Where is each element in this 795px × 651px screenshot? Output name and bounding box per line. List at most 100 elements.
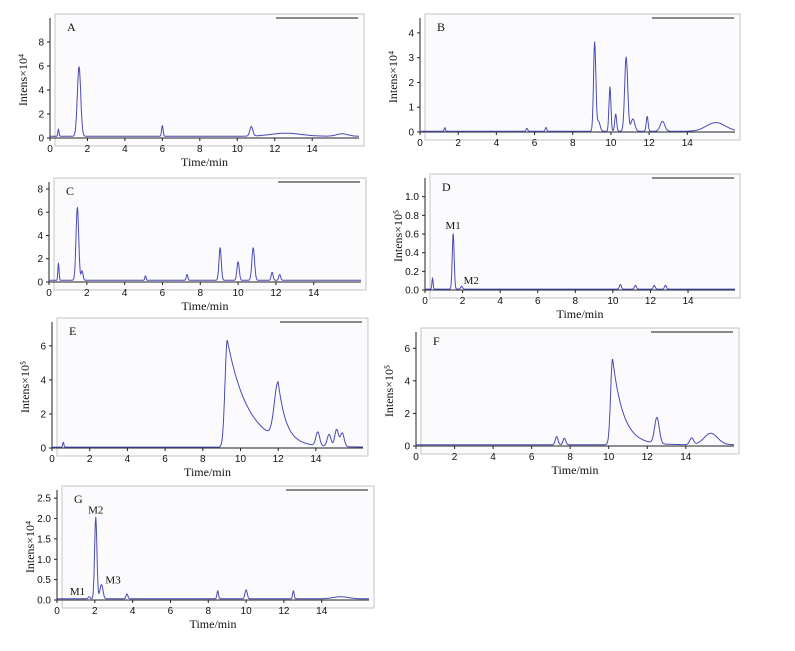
x-tick-label: 6 <box>162 454 168 465</box>
y-tick-label: 2 <box>38 110 44 121</box>
y-tick-label: 1 <box>408 103 414 114</box>
x-tick-label: 12 <box>645 296 657 307</box>
x-tick-label: 6 <box>535 296 541 307</box>
x-tick-label: 10 <box>241 606 253 617</box>
x-tick-label: 8 <box>197 288 203 299</box>
y-tick-label: 0 <box>404 442 410 453</box>
chromatogram-trace <box>51 340 364 448</box>
panel-header-strip <box>286 489 368 491</box>
x-tick-label: 8 <box>205 606 211 617</box>
panel-letter: G <box>74 492 83 506</box>
x-tick-label: 6 <box>160 144 166 155</box>
x-tick-label: 14 <box>682 296 694 307</box>
y-tick-label: 3 <box>408 53 414 64</box>
panel-header-strip <box>278 181 360 183</box>
y-tick-label: 0 <box>40 444 46 455</box>
panel-frame <box>424 13 741 141</box>
x-tick-label: 8 <box>567 452 573 463</box>
x-tick-label: 10 <box>603 452 615 463</box>
x-tick-label: 8 <box>573 296 579 307</box>
panel-frame <box>54 13 365 147</box>
x-tick-label: 6 <box>168 606 174 617</box>
y-tick-label: 4 <box>38 86 44 97</box>
x-tick-label: 2 <box>452 452 458 463</box>
y-tick-label: 0.0 <box>405 286 419 297</box>
x-tick-label: 4 <box>494 138 500 149</box>
y-axis-title: Intens×10⁵ <box>391 210 405 262</box>
x-tick-label: 14 <box>308 288 320 299</box>
y-axis-title: Intens×10⁴ <box>386 51 400 103</box>
panel-header-strip <box>651 331 733 333</box>
x-axis-title: Time/min <box>184 465 231 479</box>
x-tick-label: 12 <box>270 288 282 299</box>
panel-header-strip <box>280 321 362 323</box>
panel-frame <box>61 485 375 609</box>
x-tick-label: 12 <box>278 606 290 617</box>
x-tick-label: 14 <box>307 144 319 155</box>
x-tick-label: 14 <box>316 606 328 617</box>
x-tick-label: 12 <box>269 144 281 155</box>
peak-label-m2: M2 <box>464 275 479 287</box>
panel-letter: D <box>442 180 451 194</box>
x-tick-label: 6 <box>529 452 535 463</box>
x-tick-label: 0 <box>47 144 53 155</box>
x-tick-label: 0 <box>46 288 52 299</box>
y-tick-label: 4 <box>408 28 414 39</box>
x-tick-label: 4 <box>122 144 128 155</box>
x-tick-label: 10 <box>232 144 244 155</box>
y-tick-label: 2 <box>408 78 414 89</box>
x-tick-label: 0 <box>54 606 60 617</box>
panel-c: 0 2 4 6 8 10 12 14 0 2 4 6 8 C Time/min <box>37 177 367 313</box>
x-tick-label: 0 <box>422 296 428 307</box>
y-tick-label: 0.8 <box>405 211 419 222</box>
panel-header-strip <box>276 17 358 19</box>
panel-frame <box>56 317 369 457</box>
x-tick-label: 8 <box>570 138 576 149</box>
x-tick-label: 2 <box>87 454 93 465</box>
y-tick-label: 0 <box>408 128 414 139</box>
y-tick-label: 0.6 <box>405 230 419 241</box>
y-tick-label: 4 <box>40 375 46 386</box>
x-tick-label: 6 <box>160 288 166 299</box>
y-tick-label: 4 <box>404 376 410 387</box>
x-tick-label: 4 <box>497 296 503 307</box>
y-tick-label: 6 <box>37 208 43 219</box>
panel-header-strip <box>652 177 734 179</box>
y-tick-label: 1.0 <box>405 192 419 203</box>
x-tick-label: 0 <box>417 138 423 149</box>
x-tick-label: 2 <box>85 144 91 155</box>
y-tick-label: 1.0 <box>37 555 51 566</box>
x-tick-label: 8 <box>197 144 203 155</box>
y-tick-label: 8 <box>38 38 44 49</box>
y-tick-label: 0 <box>38 134 44 145</box>
y-axis-title: Intens×10⁵ <box>382 365 396 417</box>
panel-letter: F <box>433 334 440 348</box>
peak-label-m1: M1 <box>70 586 85 598</box>
x-tick-label: 4 <box>130 606 136 617</box>
x-tick-label: 2 <box>455 138 461 149</box>
y-axis-title: Intens×10⁴ <box>23 521 37 573</box>
x-tick-label: 14 <box>680 452 692 463</box>
y-tick-label: 2.5 <box>37 494 51 505</box>
x-tick-label: 4 <box>490 452 496 463</box>
chromatogram-trace <box>424 233 736 290</box>
panel-d: 0 2 4 6 8 10 12 14 0.0 0.2 0.4 0.6 0.8 1.0 D Time/min In… <box>391 173 741 321</box>
panel-letter: E <box>69 324 76 338</box>
panel-e: 0 2 4 6 8 10 12 14 0 2 4 6 E Time/min Intens×10⁵ <box>18 317 369 479</box>
panel-header-strip <box>652 17 734 19</box>
peak-label-m1: M1 <box>446 220 461 232</box>
y-tick-label: 2 <box>404 409 410 420</box>
y-tick-label: 1.5 <box>37 534 51 545</box>
x-tick-label: 2 <box>460 296 466 307</box>
chromatogram-trace <box>419 41 736 132</box>
x-tick-label: 2 <box>92 606 98 617</box>
x-tick-label: 12 <box>644 138 656 149</box>
panel-letter: A <box>67 20 76 34</box>
y-tick-label: 6 <box>404 344 410 355</box>
panel-a: 0 2 4 6 8 10 12 14 0 2 4 6 8 A Time/min Intens×10⁴ <box>16 13 365 169</box>
y-tick-label: 6 <box>38 62 44 73</box>
x-axis-title: Time/min <box>557 307 604 321</box>
x-tick-label: 0 <box>49 454 55 465</box>
